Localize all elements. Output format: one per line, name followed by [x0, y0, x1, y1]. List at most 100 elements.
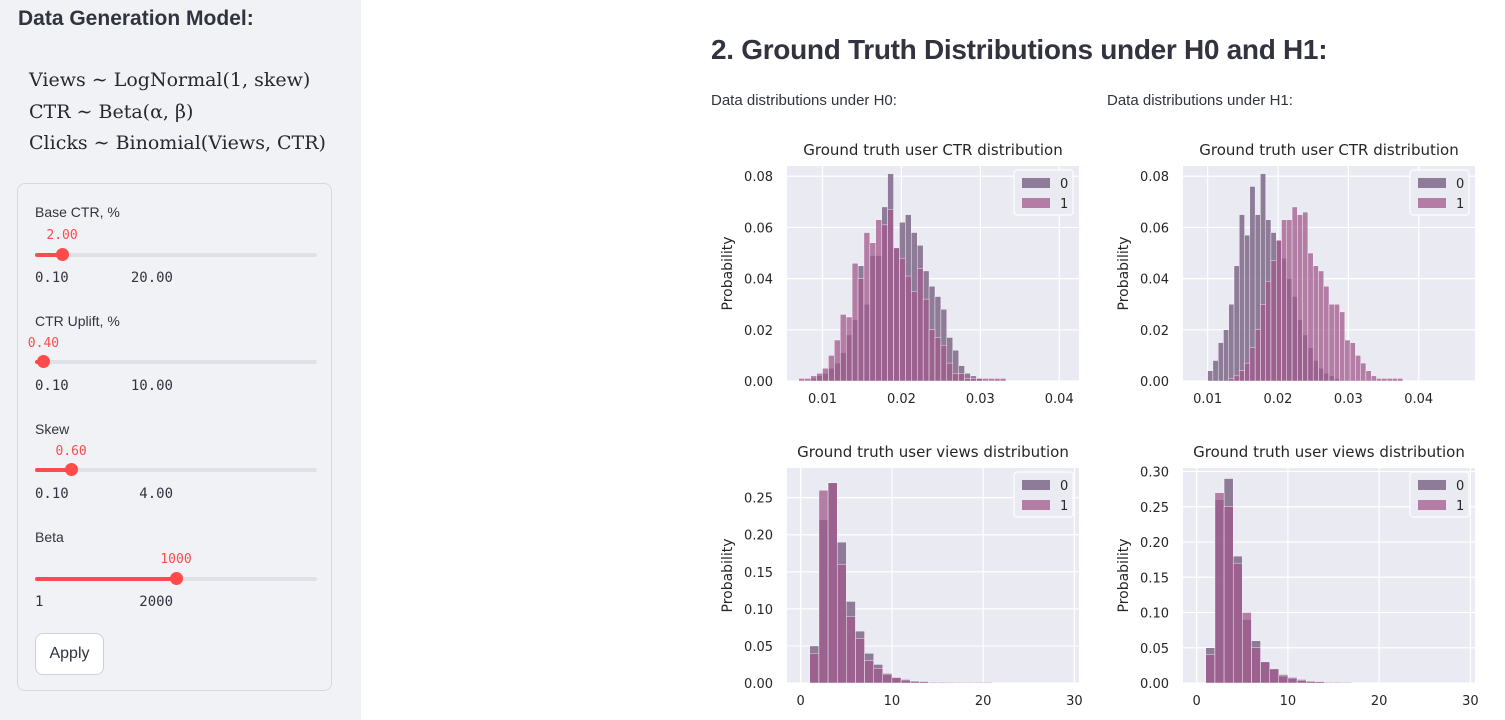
x-tick-label: 0.02 [1264, 392, 1293, 407]
histogram-bar [988, 378, 995, 382]
slider-min-base-ctr: 0.10 [35, 270, 69, 286]
histogram-bar [955, 682, 966, 684]
histogram-bar [816, 373, 823, 382]
slider-label-ctr-uplift: CTR Uplift, % [35, 313, 120, 329]
y-tick-label: 0.30 [1140, 466, 1169, 481]
x-tick-label: 0 [1193, 694, 1201, 709]
slider-thumb[interactable] [37, 355, 51, 368]
x-tick-label: 10 [884, 694, 901, 709]
histogram-bar [822, 368, 829, 382]
formula-ctr: CTR ∼ Beta(α, β) [29, 101, 194, 123]
legend-label: 1 [1456, 499, 1464, 514]
x-tick-label: 0.03 [1334, 392, 1363, 407]
histogram-bar [1217, 342, 1224, 382]
histogram-bar [834, 339, 841, 382]
y-tick-label: 0.25 [744, 492, 773, 507]
histogram-bar [1244, 234, 1251, 382]
histogram-bar [869, 242, 876, 382]
histogram-bar [982, 378, 989, 382]
histogram-bar [1360, 362, 1367, 382]
slider-thumb[interactable] [170, 572, 183, 585]
histogram-bar [940, 344, 948, 382]
y-tick-label: 0.00 [744, 677, 773, 692]
y-tick-label: 0.06 [1140, 221, 1169, 236]
chart-title: Ground truth user views distribution [797, 443, 1069, 461]
y-tick-label: 0.02 [744, 324, 773, 339]
histogram-bar [1291, 206, 1298, 382]
histogram-bar [1232, 562, 1243, 684]
histogram-bar [1249, 347, 1256, 382]
histogram-bar [917, 268, 924, 382]
histogram-bar [846, 616, 856, 684]
x-tick-label: 0.01 [808, 392, 837, 407]
histogram-bar [1205, 654, 1216, 684]
y-tick-label: 0.00 [744, 375, 773, 390]
histogram-bar [937, 682, 947, 684]
histogram-bar [1339, 311, 1346, 382]
histogram-bar [1381, 378, 1388, 382]
histogram-bar [958, 373, 965, 382]
parameters-form [17, 183, 332, 691]
skew-slider[interactable] [35, 463, 317, 476]
slider-fill [35, 577, 176, 581]
histogram-bar [1281, 219, 1287, 382]
slider-thumb[interactable] [56, 248, 70, 261]
slider-max-ctr-uplift: 10.00 [130, 378, 173, 394]
histogram-bar [1312, 265, 1319, 382]
slider-max-beta: 2000 [139, 594, 173, 610]
histogram-bar [1244, 362, 1251, 382]
section-title: 2. Ground Truth Distributions under H0 a… [711, 34, 1328, 65]
legend-label: 0 [1456, 479, 1464, 494]
histogram-bar [919, 681, 929, 684]
series-1 [809, 482, 993, 684]
chart-title: Ground truth user views distribution [1193, 443, 1465, 461]
base-ctr-slider[interactable] [35, 248, 317, 261]
y-tick-label: 0.08 [744, 170, 773, 185]
y-tick-label: 0.20 [744, 529, 773, 544]
ctr-uplift-slider[interactable] [35, 355, 317, 368]
histogram-bar [1386, 378, 1393, 382]
histogram-bar [899, 257, 906, 382]
histogram-bar [928, 682, 938, 684]
y-tick-label: 0.04 [1140, 273, 1169, 288]
histogram-bar [1233, 265, 1240, 382]
histogram-bar [946, 362, 953, 382]
x-tick-label: 0.04 [1045, 392, 1074, 407]
legend-label: 1 [1060, 499, 1068, 514]
histogram-bar [970, 378, 977, 382]
chart-title: Ground truth user CTR distribution [1199, 141, 1458, 159]
h0-label: Data distributions under H0: [711, 92, 897, 109]
histogram-bar [1349, 342, 1356, 382]
histogram-bar [1328, 304, 1335, 382]
slider-thumb[interactable] [65, 463, 79, 476]
slider-value-ctr-uplift: 0.40 [27, 336, 60, 351]
h1-ctr-chart: 0.01 0.02 0.03 0.04 0.00 0.02 0.04 0.06 0.08 Grou… [1116, 141, 1475, 407]
apply-button[interactable]: Apply [35, 633, 104, 675]
histogram-bar [804, 378, 811, 382]
legend-swatch [1418, 178, 1446, 188]
histogram-bar [1287, 677, 1298, 684]
beta-slider[interactable] [35, 572, 317, 585]
histogram-bar [887, 209, 894, 382]
slider-max-base-ctr: 20.00 [130, 270, 173, 286]
histogram-bar [863, 232, 871, 382]
histogram-bar [1297, 214, 1303, 382]
histogram-bar [1365, 370, 1372, 382]
histogram-bar [1296, 679, 1307, 684]
legend-swatch [1022, 178, 1050, 188]
y-axis-label: Probability [1116, 236, 1132, 310]
sidebar-title: Data Generation Model: [18, 7, 254, 30]
histogram-bar [1376, 378, 1382, 382]
histogram-bar [893, 247, 900, 382]
slider-value-base-ctr: 2.00 [46, 228, 78, 243]
histogram-bar [900, 679, 911, 684]
histogram-bar [1260, 304, 1266, 382]
histogram-bar [905, 275, 912, 382]
histogram-bar [855, 638, 865, 684]
histogram-bar [1315, 681, 1325, 684]
histogram-bar [851, 263, 859, 382]
histogram-bar [1323, 286, 1330, 382]
histogram-bar [1260, 661, 1270, 684]
histogram-bar [1239, 370, 1245, 382]
